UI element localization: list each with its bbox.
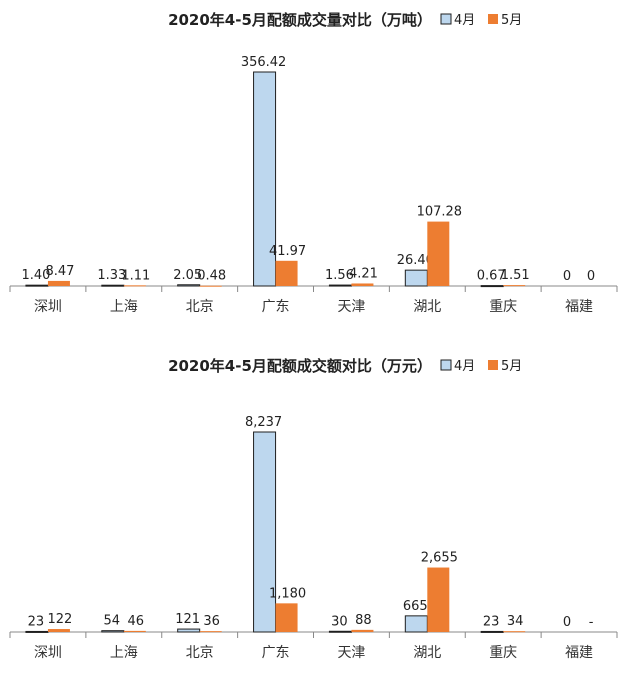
bar-may	[503, 285, 526, 287]
bar-april	[404, 615, 428, 633]
bar-may	[199, 285, 222, 287]
data-label: 107.28	[417, 205, 463, 220]
bar-april	[101, 630, 125, 633]
chart-title: 2020年4-5月配额成交量对比（万吨）	[168, 11, 432, 29]
data-label: 30	[331, 614, 348, 629]
data-label: 54	[104, 614, 121, 629]
bar-april	[328, 284, 352, 287]
bar-april	[25, 630, 49, 633]
bar-may	[275, 260, 298, 286]
data-label: 41.97	[269, 244, 306, 259]
data-label: 88	[355, 613, 372, 628]
bar-may	[427, 221, 450, 286]
category-label: 湖北	[413, 299, 441, 315]
bar-april	[253, 71, 277, 287]
category-label: 福建	[565, 299, 593, 315]
bar-april	[404, 269, 428, 287]
category-label: 重庆	[489, 299, 517, 315]
legend-swatch-may	[488, 14, 498, 24]
category-label: 重庆	[489, 645, 517, 661]
data-label: 34	[507, 614, 524, 629]
bar-april	[101, 284, 125, 287]
data-label: 0	[563, 615, 571, 630]
data-label: 1.33	[97, 268, 126, 283]
category-label: 深圳	[34, 299, 62, 315]
bar-may	[123, 630, 146, 632]
chart-title: 2020年4-5月配额成交额对比（万元）	[168, 357, 432, 375]
bar-may	[199, 631, 222, 633]
bar-may	[47, 280, 70, 286]
bar-april	[253, 431, 277, 633]
legend-label-april: 4月	[454, 13, 475, 28]
legend-label-may: 5月	[501, 13, 522, 28]
data-label: 4.21	[349, 266, 378, 281]
bar-may	[427, 567, 450, 632]
data-label: 36	[203, 614, 220, 629]
legend-label-april: 4月	[454, 359, 475, 374]
bar-may	[47, 629, 70, 632]
bar-april	[177, 628, 201, 633]
bar-april	[25, 284, 49, 287]
data-label: 122	[48, 612, 73, 627]
category-label: 上海	[110, 645, 138, 661]
data-label: 1.56	[325, 268, 354, 283]
data-label: 0	[587, 269, 595, 284]
data-label: 46	[128, 614, 145, 629]
chart-volume: 2020年4-5月配额成交量对比（万吨） 4月 5月深圳 1.40 8.47 上海 1.33…	[9, 11, 618, 315]
bar-april	[480, 630, 504, 633]
data-label: 1.11	[121, 268, 150, 283]
data-label: 665	[403, 599, 428, 614]
data-label: 2,655	[421, 551, 458, 566]
data-label: -	[589, 615, 594, 630]
category-label: 广东	[262, 645, 290, 661]
data-label: 121	[175, 612, 200, 627]
category-label: 北京	[186, 645, 214, 661]
bar-may	[503, 631, 526, 633]
data-label: 8.47	[45, 264, 74, 279]
legend-label-may: 5月	[501, 359, 522, 374]
data-label: 23	[28, 614, 45, 629]
data-label: 1.40	[21, 268, 50, 283]
category-label: 天津	[337, 645, 365, 661]
data-label: 2.05	[173, 268, 202, 283]
bar-may	[351, 283, 374, 286]
category-label: 北京	[186, 299, 214, 315]
legend-swatch-may	[488, 360, 498, 370]
data-label: 0.48	[197, 269, 226, 284]
data-label: 23	[483, 614, 500, 629]
data-label: 0	[563, 269, 571, 284]
data-label: 0.67	[477, 269, 506, 284]
legend-swatch-april	[440, 13, 452, 25]
category-label: 湖北	[413, 645, 441, 661]
chart-amount: 2020年4-5月配额成交额对比（万元） 4月 5月 深圳 23 122 上海 54 46 北京 1…	[0, 346, 633, 692]
data-label: 1,180	[269, 586, 306, 601]
category-label: 广东	[262, 299, 290, 315]
bar-april	[177, 284, 201, 287]
bar-april	[328, 630, 352, 633]
legend-swatch-april	[440, 359, 452, 371]
bar-may	[123, 285, 146, 287]
category-label: 深圳	[34, 645, 62, 661]
category-label: 福建	[565, 645, 593, 661]
bar-may	[351, 629, 374, 632]
data-label: 26.40	[397, 253, 434, 268]
data-label: 356.42	[241, 55, 287, 70]
category-label: 上海	[110, 299, 138, 315]
data-label: 1.51	[501, 268, 530, 283]
bar-may	[275, 603, 298, 632]
data-label: 8,237	[245, 415, 282, 430]
category-label: 天津	[337, 299, 365, 315]
bar-april	[480, 285, 504, 288]
